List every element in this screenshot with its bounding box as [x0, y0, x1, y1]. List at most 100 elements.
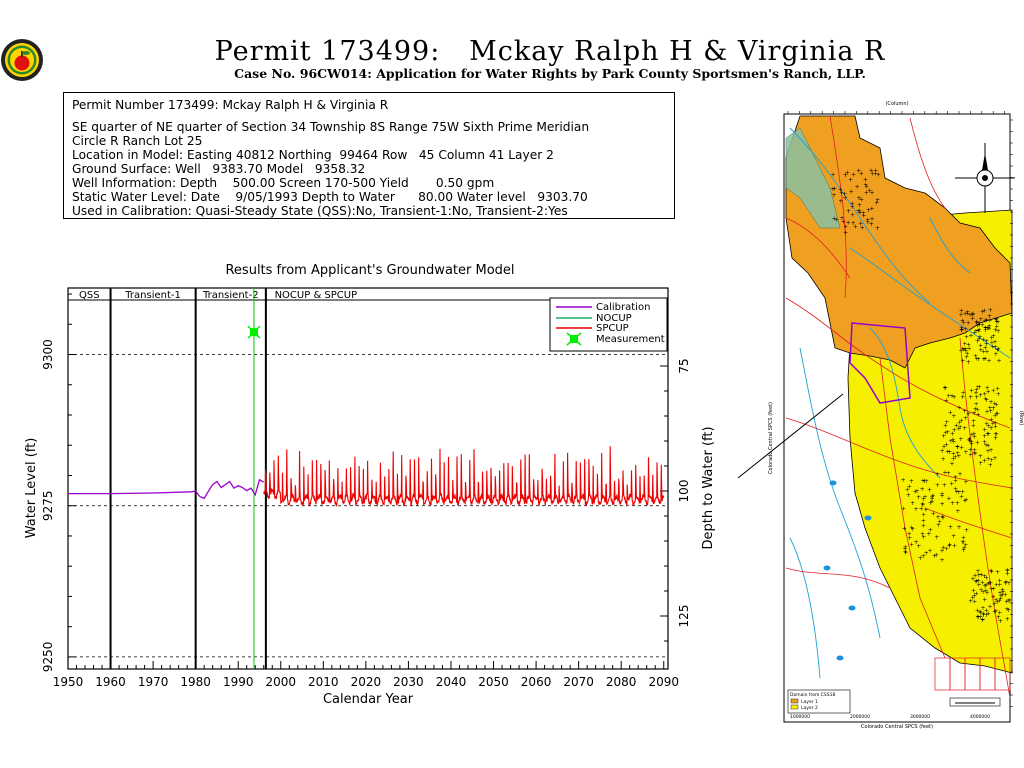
map-well-marker: +	[994, 323, 999, 330]
map-well-marker: +	[963, 348, 968, 355]
map-well-marker: +	[940, 557, 945, 564]
map-well-marker: +	[951, 450, 956, 457]
map-well-marker: +	[993, 327, 998, 334]
map-well-marker: +	[918, 555, 923, 562]
groundwater-model-chart: Results from Applicant's Groundwater Mod…	[24, 263, 716, 707]
map-well-marker: +	[962, 408, 967, 415]
map-left-axis-label: Colorado Central SPCS (feet)	[768, 402, 774, 474]
map-well-marker: +	[951, 438, 956, 445]
map-well-marker: +	[975, 407, 980, 414]
map-well-marker: +	[959, 307, 964, 314]
map-well-marker: +	[927, 486, 932, 493]
model-domain-map: ++++ ++++++++++++++++++++++++++++++++++++…	[737, 101, 1024, 730]
map-well-marker: +	[940, 501, 945, 508]
map-well-marker: +	[982, 573, 987, 580]
map-well-marker: +	[953, 486, 958, 493]
map-well-marker: +	[972, 329, 977, 336]
map-well-marker: +	[986, 431, 991, 438]
map-well-marker: +	[942, 384, 947, 391]
map-well-marker: +	[942, 482, 947, 489]
map-well-marker: +	[973, 353, 978, 360]
map-well-marker: +	[903, 550, 908, 557]
map-well-marker: +	[856, 167, 861, 174]
map-well-marker: +	[997, 582, 1002, 589]
map-well-marker: +	[991, 593, 996, 600]
y2-tick-label: 100	[677, 480, 691, 503]
map-well-marker: +	[973, 390, 978, 397]
map-well-marker: +	[983, 327, 988, 334]
map-well-marker: +	[966, 320, 971, 327]
map-well-marker: +	[995, 386, 1000, 393]
map-well-marker: +	[1003, 580, 1008, 587]
map-well-marker: +	[943, 423, 948, 430]
map-legend-label: Layer 2	[801, 705, 818, 711]
map-well-marker: +	[921, 522, 926, 529]
map-well-marker: +	[988, 568, 993, 575]
map-well-marker: +	[986, 610, 991, 617]
map-well-marker: +	[839, 215, 844, 222]
map-well-marker: +	[958, 436, 963, 443]
map-well-marker: +	[968, 311, 973, 318]
map-well-marker: +	[973, 579, 978, 586]
map-well-marker: +	[969, 432, 974, 439]
map-well-marker: +	[940, 448, 945, 455]
map-well-marker: +	[843, 223, 848, 230]
map-well-marker: +	[986, 442, 991, 449]
map-well-marker: +	[991, 405, 996, 412]
map-well-marker: +	[975, 439, 980, 446]
map-well-marker: +	[874, 199, 879, 206]
map-well-marker: +	[838, 187, 843, 194]
map-well-marker: +	[981, 349, 986, 356]
map-well-marker: +	[985, 409, 990, 416]
map-well-marker: +	[961, 535, 966, 542]
map-well-marker: +	[865, 219, 870, 226]
map-well-marker: +	[834, 217, 839, 224]
map-well-marker: +	[929, 496, 934, 503]
map-well-marker: +	[930, 499, 935, 506]
map-well-marker: +	[987, 313, 992, 320]
map-well-marker: +	[843, 172, 848, 179]
map-well-marker: +	[972, 433, 977, 440]
map-well-marker: +	[941, 515, 946, 522]
map-well-marker: +	[994, 410, 999, 417]
map-well-marker: +	[997, 610, 1002, 617]
x-tick-label: 2050	[478, 675, 509, 689]
map-well-marker: +	[971, 431, 976, 438]
map-well-marker: +	[950, 430, 955, 437]
map-well-marker: +	[997, 578, 1002, 585]
map-road	[785, 217, 851, 279]
well-information-line: Well Information: Depth 500.00 Screen 17…	[72, 176, 495, 190]
map-well-marker: +	[963, 449, 968, 456]
map-well-marker: +	[985, 431, 990, 438]
map-well-marker: +	[950, 461, 955, 468]
spcup-series-line	[263, 446, 665, 508]
map-x-tick-label: 4000000	[970, 714, 990, 720]
map-well-marker: +	[978, 316, 983, 323]
map-well-marker: +	[994, 316, 999, 323]
map-well-marker: +	[996, 614, 1001, 621]
map-well-marker: +	[920, 501, 925, 508]
map-lake	[864, 515, 872, 521]
map-well-marker: +	[986, 324, 991, 331]
map-well-marker: +	[903, 544, 908, 551]
map-well-marker: +	[991, 388, 996, 395]
map-well-marker: +	[956, 489, 961, 496]
map-well-marker: +	[921, 511, 926, 518]
map-well-marker: +	[1006, 607, 1011, 614]
map-well-marker: +	[926, 530, 931, 537]
map-well-marker: +	[989, 568, 994, 575]
x-tick-label: 2070	[563, 675, 594, 689]
map-well-marker: +	[950, 500, 955, 507]
x-tick-label: 1950	[53, 675, 84, 689]
map-well-marker: +	[965, 351, 970, 358]
map-well-marker: +	[928, 527, 933, 534]
map-well-marker: +	[984, 341, 989, 348]
map-well-marker: +	[993, 338, 998, 345]
map-well-marker: +	[984, 397, 989, 404]
plot-frame	[67, 287, 669, 670]
map-well-marker: +	[978, 347, 983, 354]
map-well-marker: +	[865, 217, 870, 224]
map-well-marker: +	[960, 539, 965, 546]
map-well-marker: +	[960, 345, 965, 352]
location-pointer-line	[737, 393, 844, 479]
